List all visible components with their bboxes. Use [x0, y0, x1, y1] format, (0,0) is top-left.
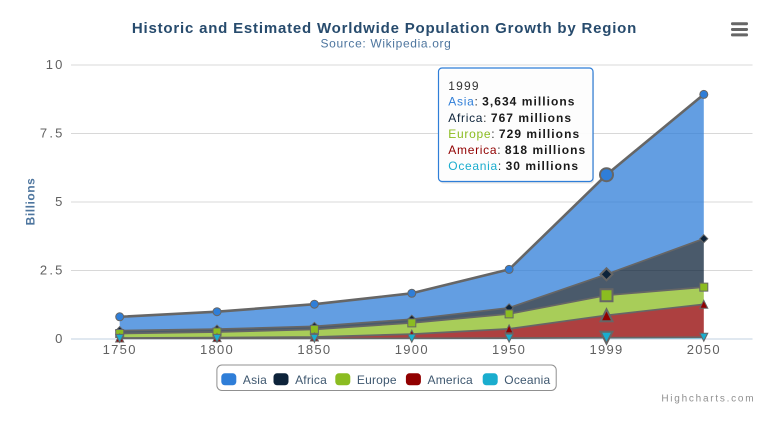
- svg-text:Oceania: Oceania: [504, 373, 550, 387]
- svg-text:America: America: [428, 373, 474, 387]
- svg-text:2050: 2050: [687, 342, 721, 357]
- svg-text:2.5: 2.5: [40, 263, 65, 278]
- svg-text:Africa: 767 millions: Africa: 767 millions: [448, 111, 572, 125]
- svg-text:Historic and Estimated Worldwi: Historic and Estimated Worldwide Populat…: [132, 20, 637, 37]
- svg-text:Source: Wikipedia.org: Source: Wikipedia.org: [320, 37, 451, 51]
- svg-text:Asia: 3,634 millions: Asia: 3,634 millions: [448, 95, 575, 109]
- svg-text:1750: 1750: [103, 342, 137, 357]
- svg-text:Europe: Europe: [357, 373, 397, 387]
- svg-text:0: 0: [55, 331, 64, 346]
- svg-text:7.5: 7.5: [40, 126, 65, 141]
- svg-text:Asia: Asia: [243, 373, 267, 387]
- svg-text:1850: 1850: [297, 342, 331, 357]
- svg-text:Africa: Africa: [295, 373, 327, 387]
- svg-text:Billions: Billions: [24, 178, 38, 226]
- svg-text:1900: 1900: [395, 342, 429, 357]
- svg-text:Oceania: 30 millions: Oceania: 30 millions: [448, 159, 579, 173]
- svg-text:1800: 1800: [200, 342, 234, 357]
- svg-text:1950: 1950: [492, 342, 526, 357]
- svg-text:10: 10: [46, 57, 65, 72]
- svg-text:Europe: 729 millions: Europe: 729 millions: [448, 127, 580, 141]
- svg-text:5: 5: [55, 194, 64, 209]
- svg-text:America: 818 millions: America: 818 millions: [448, 143, 586, 157]
- svg-text:Highcharts.com: Highcharts.com: [661, 394, 755, 405]
- svg-text:1999: 1999: [589, 342, 623, 357]
- svg-text:1999: 1999: [448, 79, 480, 93]
